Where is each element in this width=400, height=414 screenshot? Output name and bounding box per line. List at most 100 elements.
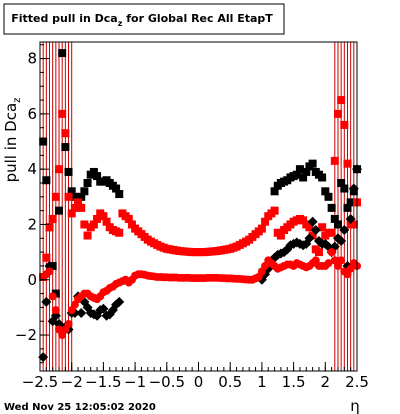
data-point-square: [115, 190, 124, 199]
data-point-diamond: [348, 183, 359, 194]
data-point-square: [337, 96, 346, 105]
x-tick-label: 2.5: [345, 373, 369, 391]
data-point-square: [343, 203, 352, 212]
data-point-square: [324, 192, 333, 201]
data-point-square: [305, 223, 314, 232]
data-point-diamond: [76, 307, 87, 318]
data-point-square: [318, 223, 327, 232]
data-point-square: [292, 170, 301, 179]
y-tick-label: 2: [27, 215, 37, 233]
data-point-square: [99, 212, 108, 221]
data-point-square: [346, 198, 355, 207]
data-point-square: [61, 143, 70, 152]
data-point-circle: [324, 259, 333, 268]
data-point-square: [308, 231, 317, 240]
data-point-square: [330, 214, 339, 223]
data-point-square: [80, 220, 89, 229]
data-point-square: [321, 187, 330, 196]
data-point-square: [77, 203, 86, 212]
data-point-square: [42, 176, 51, 185]
data-point-square: [337, 179, 346, 187]
x-tick-label: −0.5: [149, 373, 185, 391]
y-axis-label-main: pull in Dca: [2, 103, 20, 183]
y-axis: −2 0 2 4 6 8: [15, 44, 49, 364]
data-point-square: [343, 159, 352, 168]
data-point-square: [333, 220, 342, 229]
data-point-square: [327, 203, 336, 212]
chart-title-subscript: z: [118, 19, 123, 28]
data-point-square: [67, 187, 76, 196]
data-point-diamond: [310, 225, 321, 235]
x-tick-label: −1: [124, 373, 146, 391]
x-tick-label: 0.5: [218, 373, 242, 391]
data-point-diamond: [38, 352, 49, 363]
data-point-square: [330, 156, 339, 165]
chart-title-rest: for Global Rec All EtapT: [122, 12, 273, 25]
data-point-square: [299, 216, 308, 225]
data-point-square: [51, 192, 60, 201]
data-point-square: [302, 167, 311, 176]
data-point-square: [276, 231, 285, 240]
data-point-square: [70, 203, 79, 212]
data-point-diamond: [345, 213, 356, 224]
data-point-diamond: [114, 296, 125, 307]
data-point-square: [308, 159, 317, 168]
y-tick-label: −2: [15, 326, 37, 344]
data-point-square: [318, 173, 327, 182]
chart-title: Fitted pull in Dcaz for Global Rec All E…: [11, 12, 273, 28]
data-point-diamond: [339, 225, 350, 235]
data-point-square: [77, 192, 86, 201]
data-point-square: [58, 49, 67, 58]
data-point-diamond: [98, 303, 109, 314]
data-point-square: [61, 129, 70, 138]
data-point-circle: [337, 256, 346, 265]
data-point-square: [257, 224, 266, 233]
data-point-square: [64, 167, 73, 176]
x-tick-label: −2.5: [22, 373, 58, 391]
data-point-square: [42, 253, 51, 262]
data-point-square: [127, 220, 136, 229]
data-point-square: [261, 217, 270, 226]
data-point-square: [93, 214, 102, 223]
data-point-diamond: [41, 296, 52, 307]
y-tick-label: 4: [27, 160, 37, 178]
x-tick-label: 1.5: [282, 373, 306, 391]
data-point-square: [64, 192, 73, 201]
y-axis-label: pull in Dcaz: [2, 98, 23, 183]
data-point-square: [74, 198, 83, 207]
data-point-square: [51, 289, 60, 298]
data-point-square: [83, 231, 92, 240]
title-box: Fitted pull in Dcaz for Global Rec All E…: [3, 3, 285, 35]
data-point-circle: [45, 267, 54, 276]
data-point-square: [340, 120, 349, 129]
data-point-square: [83, 179, 92, 187]
data-point-square: [55, 206, 64, 215]
data-point-square: [124, 214, 133, 223]
data-point-square: [349, 220, 358, 229]
data-point-circle: [327, 248, 336, 257]
data-point-circle: [48, 292, 57, 301]
data-points-layer: [38, 49, 362, 363]
x-axis: −2.5 −2 −1.5 −1 −0.5 0 0.5 1 1.5 2 2.5: [22, 362, 369, 391]
data-point-square: [270, 206, 279, 215]
data-point-square: [45, 223, 54, 232]
data-point-square: [67, 209, 76, 218]
data-point-square: [93, 172, 102, 181]
data-point-square: [115, 228, 124, 237]
data-point-circle: [51, 306, 60, 315]
data-point-circle: [64, 320, 73, 328]
data-point-diamond: [304, 233, 315, 244]
data-point-square: [295, 165, 304, 174]
data-point-square: [80, 187, 89, 196]
data-point-square: [55, 165, 64, 174]
title-frame: [3, 3, 285, 35]
footer-timestamp: Wed Nov 25 12:05:02 2020: [4, 402, 156, 413]
data-point-square: [299, 173, 308, 182]
data-point-square: [102, 217, 111, 226]
y-tick-label: 0: [27, 271, 37, 289]
x-tick-label: 0: [194, 373, 204, 391]
y-tick-label: 8: [27, 50, 37, 68]
x-tick-label: 2: [321, 373, 331, 391]
y-tick-label: 6: [27, 105, 37, 123]
